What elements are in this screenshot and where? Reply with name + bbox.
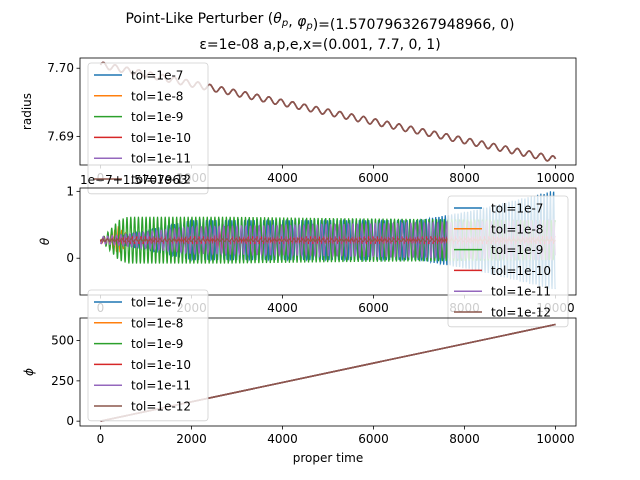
- legend-entry: tol=1e-12: [131, 173, 191, 187]
- x-tick-label: 8000: [449, 171, 480, 185]
- figure-title-line2: ε=1e-08 a,p,e,x=(0.001, 7.7, 0, 1): [199, 37, 440, 53]
- legend-entry: tol=1e-10: [131, 131, 191, 145]
- axes-frame: [79, 317, 577, 427]
- figure-title-line1: Point-Like Perturber (θp, φp)=(1.5707963…: [125, 11, 514, 33]
- axes-frame: [79, 187, 577, 296]
- legend-entry: tol=1e-8: [131, 89, 183, 103]
- legend-entry: tol=1e-7: [491, 202, 543, 216]
- subplot-phi: 0 2000 4000 6000 8000 10000 0 250 500 ϕ proper tim…: [22, 289, 577, 465]
- y-tick-label: 1: [66, 184, 74, 198]
- subplots: 0 2000 4000 6000 8000 10000 7.69 7.70 radius tol=…: [20, 57, 577, 465]
- x-axis-label: proper time: [293, 451, 364, 465]
- legend: tol=1e-7 tol=1e-8 tol=1e-9 tol=1e-10 tol=1e-…: [87, 62, 209, 195]
- y-axis-label: radius: [20, 93, 34, 130]
- y-tick-label: 500: [51, 334, 74, 348]
- legend: tol=1e-7 tol=1e-8 tol=1e-9 tol=1e-10 tol=1e-…: [447, 195, 569, 328]
- y-tick-label: 7.70: [47, 61, 74, 75]
- legend-entry: tol=1e-10: [491, 264, 551, 278]
- x-tick-label: 4000: [267, 432, 298, 446]
- legend-entry: tol=1e-9: [131, 337, 183, 351]
- y-axis-label: ϕ: [22, 368, 36, 376]
- x-tick-label: 8000: [449, 432, 480, 446]
- x-tick-label: 6000: [358, 301, 389, 315]
- axes-frame: [79, 57, 577, 166]
- x-tick-label: 10000: [536, 171, 574, 185]
- y-tick-label: 250: [51, 374, 74, 388]
- x-tick-label: 4000: [267, 301, 298, 315]
- legend-entry: tol=1e-10: [131, 358, 191, 372]
- x-tick-label: 2000: [176, 432, 207, 446]
- y-axis-label: θ: [38, 237, 52, 245]
- x-tick-label: 6000: [358, 171, 389, 185]
- subplot-radius: 02000400060008000100007.697.70radiustol=…: [20, 57, 577, 195]
- legend-entry: tol=1e-11: [491, 285, 551, 299]
- legend-entry: tol=1e-12: [491, 306, 551, 320]
- x-tick-label: 10000: [536, 432, 574, 446]
- legend: tol=1e-7 tol=1e-8 tol=1e-9 tol=1e-10 tol=1e-…: [87, 289, 209, 422]
- x-tick-label: 4000: [267, 171, 298, 185]
- y-tick-label: 7.69: [47, 129, 74, 143]
- legend-entry: tol=1e-11: [131, 152, 191, 166]
- y-offset-text: 1e−7+1.5707963: [80, 173, 188, 187]
- subplot-theta: 020004000600080001000001θ1e−7+1.5707963t…: [38, 173, 577, 328]
- legend-entry: tol=1e-9: [131, 110, 183, 124]
- legend-entry: tol=1e-11: [131, 379, 191, 393]
- y-tick-label: 0: [66, 414, 74, 428]
- legend-entry: tol=1e-7: [131, 296, 183, 310]
- legend-entry: tol=1e-8: [491, 222, 543, 236]
- legend-entry: tol=1e-12: [131, 400, 191, 414]
- legend-entry: tol=1e-7: [131, 69, 183, 83]
- legend-entry: tol=1e-8: [131, 316, 183, 330]
- x-tick-label: 6000: [358, 432, 389, 446]
- y-tick-label: 0: [66, 251, 74, 265]
- x-tick-label: 0: [97, 432, 105, 446]
- legend-entry: tol=1e-9: [491, 243, 543, 257]
